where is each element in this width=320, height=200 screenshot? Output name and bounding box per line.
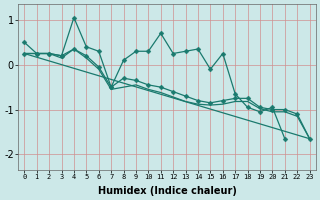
X-axis label: Humidex (Indice chaleur): Humidex (Indice chaleur) <box>98 186 236 196</box>
